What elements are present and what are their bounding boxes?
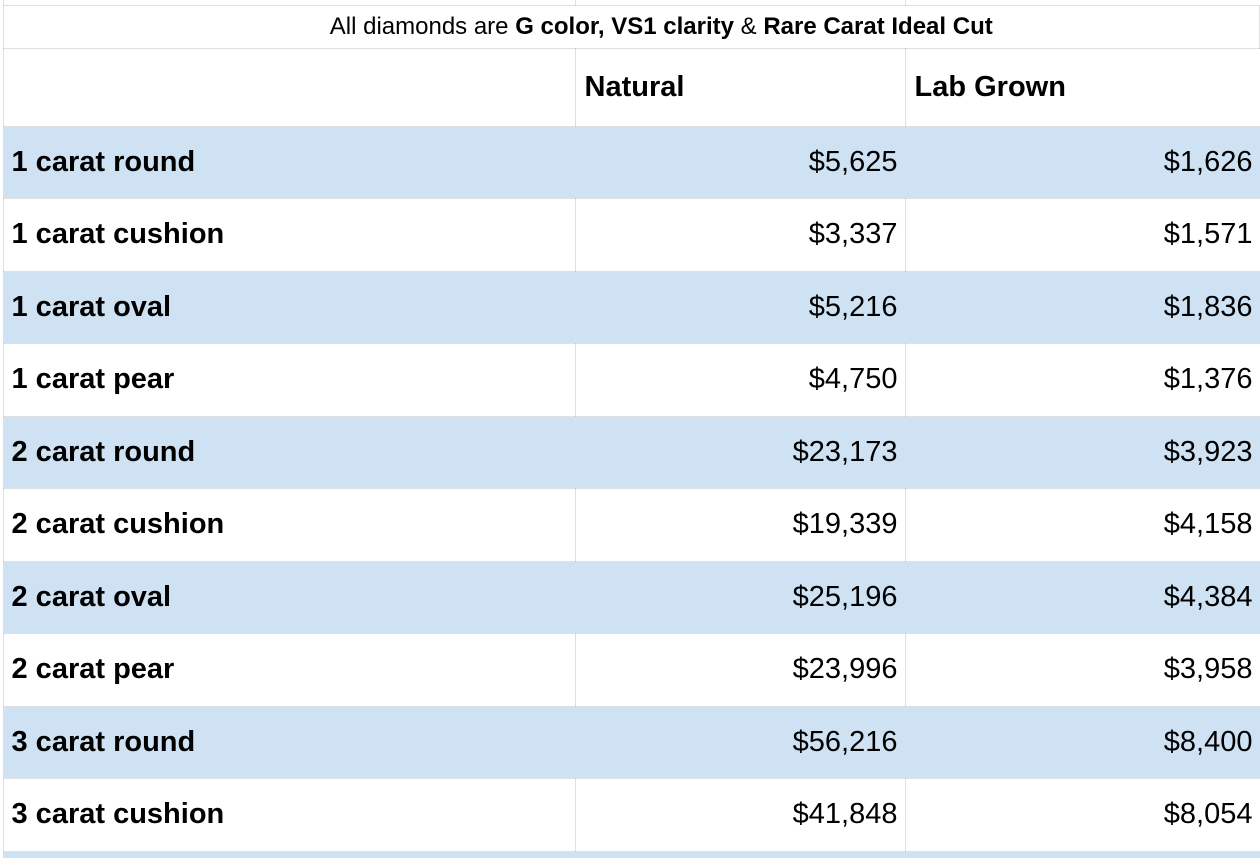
natural-price-cell: $3,337	[574, 198, 906, 272]
cropped-cell	[574, 850, 906, 858]
cropped-cell	[904, 850, 1260, 858]
caption-segment: &	[733, 12, 764, 40]
table-row: 1 carat oval $5,216 $1,836	[2, 270, 1260, 344]
natural-price-cell: $5,216	[574, 270, 906, 344]
natural-price-cell: $23,173	[574, 415, 906, 489]
column-header-lab-grown: Lab Grown	[904, 47, 1260, 127]
row-label: 2 carat pear	[2, 633, 576, 707]
natural-price-cell: $4,750	[574, 343, 906, 417]
row-label: 3 carat round	[2, 705, 576, 779]
lab-grown-price-cell: $3,923	[904, 415, 1260, 489]
table-caption: All diamonds are G color, VS1 clarity & …	[2, 4, 1260, 49]
lab-grown-price-cell: $1,376	[904, 343, 1260, 417]
cropped-cell	[2, 850, 576, 858]
title-row: All diamonds are G color, VS1 clarity & …	[2, 4, 1260, 49]
row-label: 3 carat cushion	[2, 778, 576, 852]
natural-price-cell: $23,996	[574, 633, 906, 707]
table-row: 2 carat pear $23,996 $3,958	[2, 633, 1260, 707]
row-label: 1 carat round	[2, 125, 576, 199]
lab-grown-price-cell: $1,626	[904, 125, 1260, 199]
lab-grown-price-cell: $1,836	[904, 270, 1260, 344]
lab-grown-price-cell: $3,958	[904, 633, 1260, 707]
natural-price-cell: $25,196	[574, 560, 906, 634]
lab-grown-price-cell: $8,400	[904, 705, 1260, 779]
cropped-row-below	[2, 850, 1260, 858]
caption-segment: G color, VS1 clarity	[515, 12, 734, 40]
row-label: 2 carat oval	[2, 560, 576, 634]
table-row: 2 carat cushion $19,339 $4,158	[2, 488, 1260, 562]
column-header-row: Natural Lab Grown	[2, 47, 1260, 127]
table-row: 2 carat oval $25,196 $4,384	[2, 560, 1260, 634]
natural-price-cell: $19,339	[574, 488, 906, 562]
row-label: 1 carat oval	[2, 270, 576, 344]
table-row: 2 carat round $23,173 $3,923	[2, 415, 1260, 489]
row-label: 2 carat cushion	[2, 488, 576, 562]
row-label: 1 carat cushion	[2, 198, 576, 272]
natural-price-cell: $5,625	[574, 125, 906, 199]
column-header-natural: Natural	[574, 47, 906, 127]
caption-segment: All diamonds are	[329, 12, 516, 40]
table-row: 3 carat round $56,216 $8,400	[2, 705, 1260, 779]
natural-price-cell: $41,848	[574, 778, 906, 852]
corner-empty-cell	[2, 47, 576, 127]
caption-segment: Rare Carat Ideal Cut	[763, 12, 993, 40]
row-label: 2 carat round	[2, 415, 576, 489]
table-row: 1 carat round $5,625 $1,626	[2, 125, 1260, 199]
lab-grown-price-cell: $8,054	[904, 778, 1260, 852]
lab-grown-price-cell: $4,158	[904, 488, 1260, 562]
table-row: 1 carat cushion $3,337 $1,571	[2, 198, 1260, 272]
natural-price-cell: $56,216	[574, 705, 906, 779]
row-label: 1 carat pear	[2, 343, 576, 417]
table-row: 3 carat cushion $41,848 $8,054	[2, 778, 1260, 852]
table-row: 1 carat pear $4,750 $1,376	[2, 343, 1260, 417]
lab-grown-price-cell: $1,571	[904, 198, 1260, 272]
lab-grown-price-cell: $4,384	[904, 560, 1260, 634]
